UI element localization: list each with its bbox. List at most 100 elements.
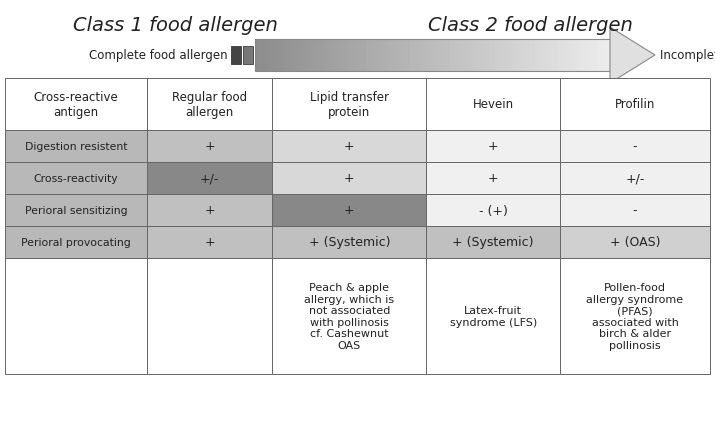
Text: Pollen-food
allergy syndrome
(PFAS)
associated with
birch & alder
pollinosis: Pollen-food allergy syndrome (PFAS) asso… <box>586 283 684 350</box>
Text: + (Systemic): + (Systemic) <box>309 236 390 249</box>
Text: Profilin: Profilin <box>615 98 655 111</box>
Text: Peach & apple
allergy, which is
not associated
with pollinosis
cf. Cashewnut
OAS: Peach & apple allergy, which is not asso… <box>305 283 395 350</box>
Bar <box>552 40 557 72</box>
Bar <box>560 227 710 258</box>
Bar <box>272 258 426 374</box>
Text: +: + <box>488 140 498 153</box>
Bar <box>560 258 710 374</box>
Text: Lipid transfer
protein: Lipid transfer protein <box>310 91 389 119</box>
Bar <box>560 131 710 163</box>
Bar <box>597 40 601 72</box>
Bar <box>560 194 710 227</box>
Bar <box>277 40 282 72</box>
Bar <box>426 227 560 258</box>
Bar <box>5 163 147 194</box>
Text: +: + <box>344 172 355 185</box>
Text: +: + <box>344 140 355 153</box>
Bar <box>326 40 330 72</box>
Bar <box>468 40 473 72</box>
Bar <box>330 40 335 72</box>
Bar <box>388 40 393 72</box>
Bar <box>592 40 597 72</box>
Bar <box>344 40 348 72</box>
Bar <box>384 40 388 72</box>
Bar <box>5 194 147 227</box>
Bar <box>357 40 362 72</box>
Text: + (Systemic): + (Systemic) <box>453 236 534 249</box>
Bar <box>513 40 517 72</box>
Bar <box>463 40 468 72</box>
Bar <box>370 40 375 72</box>
Bar <box>362 40 366 72</box>
Bar <box>352 40 357 72</box>
Bar <box>485 40 490 72</box>
Bar <box>272 163 426 194</box>
Bar <box>335 40 340 72</box>
Bar <box>570 40 574 72</box>
Bar <box>393 40 397 72</box>
Bar <box>561 40 566 72</box>
Text: Cross-reactive
antigen: Cross-reactive antigen <box>34 91 118 119</box>
Bar <box>535 40 539 72</box>
Bar <box>147 79 272 131</box>
Bar <box>5 131 147 163</box>
Text: +: + <box>204 204 215 217</box>
Bar <box>268 40 272 72</box>
Text: -: - <box>633 204 637 217</box>
Bar <box>147 258 272 374</box>
Text: - (+): - (+) <box>479 204 508 217</box>
Bar <box>147 194 272 227</box>
Bar <box>340 40 344 72</box>
Bar <box>255 40 260 72</box>
Bar <box>481 40 485 72</box>
Text: +: + <box>344 204 355 217</box>
Bar <box>499 40 503 72</box>
Bar <box>437 40 441 72</box>
Bar <box>272 194 426 227</box>
Bar <box>397 40 401 72</box>
Bar <box>282 40 286 72</box>
Bar <box>406 40 410 72</box>
Text: Incomplete food allergen: Incomplete food allergen <box>660 49 715 62</box>
Bar <box>231 47 241 65</box>
Bar <box>366 40 370 72</box>
Text: + (OAS): + (OAS) <box>610 236 660 249</box>
Bar <box>260 40 264 72</box>
Bar <box>601 40 606 72</box>
Bar <box>264 40 268 72</box>
Bar <box>517 40 521 72</box>
Bar <box>426 131 560 163</box>
Bar <box>539 40 543 72</box>
Text: Hevein: Hevein <box>473 98 514 111</box>
Bar <box>312 40 317 72</box>
Bar <box>322 40 326 72</box>
Text: +/-: +/- <box>626 172 645 185</box>
Bar <box>147 163 272 194</box>
Text: Complete food allergen: Complete food allergen <box>89 49 228 62</box>
Text: Perioral provocating: Perioral provocating <box>21 237 131 247</box>
Bar <box>295 40 300 72</box>
Bar <box>304 40 308 72</box>
Text: Latex-fruit
syndrome (LFS): Latex-fruit syndrome (LFS) <box>450 305 537 327</box>
Text: Cross-reactivity: Cross-reactivity <box>34 174 118 184</box>
Bar <box>495 40 499 72</box>
Bar <box>490 40 495 72</box>
Text: -: - <box>633 140 637 153</box>
Bar <box>5 227 147 258</box>
Bar <box>379 40 384 72</box>
Text: Class 1 food allergen: Class 1 food allergen <box>72 16 277 35</box>
Text: Digestion resistent: Digestion resistent <box>24 141 127 152</box>
Bar <box>426 163 560 194</box>
Bar <box>272 79 426 131</box>
Bar <box>428 40 433 72</box>
Bar <box>574 40 579 72</box>
Bar <box>521 40 526 72</box>
Bar <box>255 40 610 72</box>
Bar <box>423 40 428 72</box>
Bar <box>375 40 379 72</box>
Bar <box>455 40 459 72</box>
Bar <box>446 40 450 72</box>
Text: +: + <box>204 140 215 153</box>
Bar <box>548 40 552 72</box>
Bar <box>308 40 312 72</box>
